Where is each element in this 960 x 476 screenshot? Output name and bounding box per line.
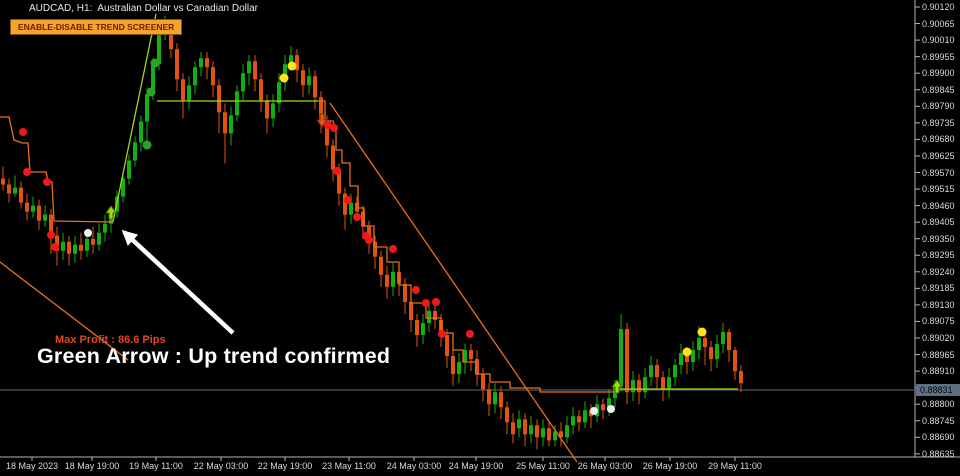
time-tick-label: 18 May 19:00: [64, 461, 120, 471]
time-axis[interactable]: 18 May 2023 18 May 19:00 19 May 11:00 22 Ma…: [0, 459, 960, 476]
rally-green: [112, 13, 157, 223]
white-dots-layer: [84, 229, 615, 415]
price-tick-label: 0.90120: [922, 2, 955, 12]
price-tick-label: 0.89130: [922, 299, 955, 310]
candles-layer: [1, 16, 743, 450]
price-tick-label: 0.88690: [922, 432, 955, 443]
time-tick-label: 22 May 19:00: [257, 461, 313, 471]
price-tick-label: 0.88635: [922, 448, 955, 459]
trend-screener-toggle-button[interactable]: ENABLE-DISABLE TREND SCREENER: [10, 19, 183, 35]
price-tick-label: 0.88965: [922, 349, 955, 360]
up-arrows-layer: [105, 205, 623, 394]
annotation-arrow: [121, 229, 235, 335]
price-tick-label: 0.90010: [922, 35, 955, 46]
price-tick-label: 0.89020: [922, 333, 955, 343]
axis-frame: [0, 0, 960, 461]
price-tick-label: 0.89515: [922, 184, 955, 195]
chart-symbol-title: AUDCAD, H1: Australian Dollar vs Canadia…: [29, 3, 258, 14]
price-tick-label: 0.89790: [922, 101, 955, 112]
channel-left-orange: [0, 261, 129, 361]
trail-left-orange: [0, 116, 114, 223]
price-tick-label: 0.89240: [922, 266, 955, 277]
time-tick-label: 24 May 19:00: [448, 461, 504, 471]
green-dots-layer: [142, 58, 160, 150]
trail-down-orange: [318, 100, 616, 393]
price-tick-label: 0.89955: [922, 51, 955, 62]
time-tick-label: 26 May 19:00: [642, 461, 698, 471]
price-tick-label: 0.88910: [922, 366, 955, 377]
time-tick-label: 19 May 11:00: [129, 461, 183, 471]
trend-note-label: Green Arrow : Up trend confirmed: [37, 344, 391, 368]
price-tick-label: 0.89185: [922, 283, 955, 294]
time-tick-label: 23 May 11:00: [322, 461, 376, 471]
price-tick-label: 0.89625: [922, 150, 955, 161]
price-axis[interactable]: 0.90120 0.90065 0.90010 0.89955 0.89900 0.898…: [915, 0, 960, 459]
price-tick-label: 0.89680: [922, 134, 955, 145]
max-profit-label: Max Profit : 86.6 Pips: [55, 334, 166, 346]
price-tick-label: 0.89350: [922, 233, 955, 244]
price-tick-label: 0.89075: [922, 316, 955, 327]
price-tick-label: 0.88745: [922, 415, 955, 426]
price-tick-label: 0.89570: [922, 167, 955, 178]
price-tick-label: 0.90065: [922, 18, 955, 29]
price-tick-label: 0.89900: [922, 68, 955, 79]
price-tick-label: 0.89460: [922, 200, 955, 211]
time-tick-label: 22 May 03:00: [193, 461, 249, 471]
resistance-orange: [329, 102, 578, 463]
time-tick-label: 18 May 2023: [5, 461, 59, 471]
price-tick-label: 0.89295: [922, 250, 955, 261]
price-tick-label: 0.89735: [922, 117, 955, 128]
time-tick-label: 25 May 11:00: [516, 461, 570, 471]
current-price-tag: 0.88831: [916, 384, 960, 396]
yellow-dots-layer: [279, 61, 707, 357]
down-arrows-layer: [316, 113, 328, 128]
red-dots-layer: [19, 121, 474, 338]
price-tick-label: 0.89405: [922, 217, 955, 228]
time-tick-label: 29 May 11:00: [708, 461, 762, 471]
price-tick-label: 0.89845: [922, 84, 955, 95]
price-tick-label: 0.88800: [922, 399, 955, 410]
time-tick-label: 24 May 03:00: [386, 461, 442, 471]
time-tick-label: 26 May 03:00: [577, 461, 633, 471]
